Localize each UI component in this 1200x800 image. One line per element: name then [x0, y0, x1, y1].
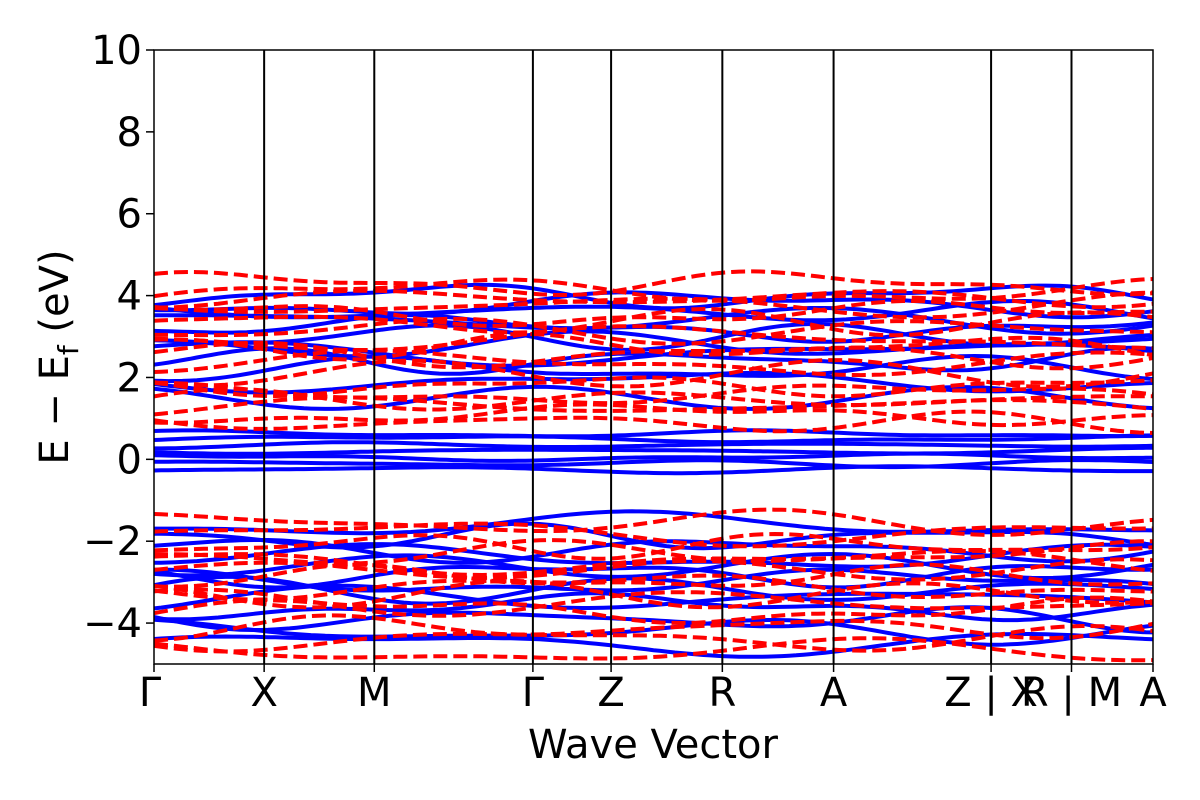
spin-down-band — [154, 578, 1153, 610]
spin-down-band — [154, 409, 1153, 435]
y-axis-ticks: −4 −2 0 2 4 6 8 10 — [83, 28, 154, 647]
spin-up-band — [154, 632, 1153, 659]
x-tick-label: R | M — [1021, 670, 1122, 716]
spin-up-band — [154, 509, 1153, 536]
y-tick-label: −4 — [83, 601, 142, 647]
spin-up-band — [154, 440, 1153, 451]
spin-down-band — [154, 306, 1153, 338]
spin-up-band — [154, 567, 1153, 593]
x-axis-ticks: Γ X M Γ Z R A Z | XR | M A — [139, 664, 1167, 716]
x-tick-label: Z — [597, 670, 624, 716]
spin-up-band — [154, 464, 1153, 476]
plot-frame — [153, 49, 1154, 665]
x-tick-label: Γ — [522, 670, 545, 716]
spin-down-band — [154, 269, 1153, 297]
spin-up-band — [154, 521, 1153, 551]
spin-down-band — [154, 587, 1153, 618]
spin-down-band — [154, 316, 1153, 346]
spin-up-band — [154, 445, 1153, 456]
band-lines — [154, 269, 1153, 663]
spin-down-band — [154, 348, 1153, 378]
spin-down-band — [154, 521, 1153, 549]
spin-down-band — [154, 358, 1153, 389]
spin-down-band — [154, 331, 1153, 362]
spin-down-band — [154, 613, 1153, 643]
spin-down-band — [154, 299, 1153, 328]
y-axis-label: E − Ef (eV) — [32, 249, 85, 464]
x-tick-label: A — [820, 670, 848, 716]
x-tick-label: X — [250, 670, 277, 716]
spin-up-band — [154, 458, 1153, 470]
spin-down-band — [154, 562, 1153, 589]
spin-down-band — [154, 557, 1153, 582]
y-tick-label: 8 — [117, 110, 142, 156]
spin-down-band — [154, 288, 1153, 310]
spin-down-band — [154, 375, 1153, 399]
spin-down-band — [154, 531, 1153, 561]
x-axis-label: Wave Vector — [528, 722, 779, 768]
spin-up-band — [154, 433, 1153, 445]
x-tick-label: R — [708, 670, 736, 716]
spin-down-band — [154, 507, 1153, 537]
spin-down-band — [154, 290, 1153, 320]
y-tick-label: 4 — [117, 274, 142, 320]
y-tick-label: 10 — [91, 28, 142, 74]
spin-down-band — [154, 624, 1153, 654]
x-tick-label: Z | X — [944, 670, 1038, 716]
spin-up-band — [154, 428, 1153, 439]
x-tick-label: Γ — [139, 670, 162, 716]
spin-down-band — [154, 636, 1153, 663]
high-symmetry-lines — [263, 50, 1073, 664]
spin-down-band — [154, 380, 1153, 406]
y-tick-label: 2 — [117, 355, 142, 401]
spin-up-band — [154, 353, 1153, 384]
spin-down-band — [154, 277, 1153, 303]
x-tick-label: M — [357, 670, 392, 716]
y-tick-label: 0 — [117, 437, 142, 483]
spin-up-band — [154, 321, 1153, 352]
spin-down-band — [154, 573, 1153, 602]
x-tick-label: A — [1139, 670, 1167, 716]
spin-up-band — [154, 564, 1153, 590]
spin-down-band — [154, 402, 1153, 428]
y-tick-label: 6 — [117, 192, 142, 238]
spin-up-band — [154, 451, 1153, 463]
y-tick-label: −2 — [83, 519, 142, 565]
spin-up-band — [154, 282, 1153, 311]
spin-down-band — [154, 548, 1153, 578]
spin-down-band — [154, 324, 1153, 352]
